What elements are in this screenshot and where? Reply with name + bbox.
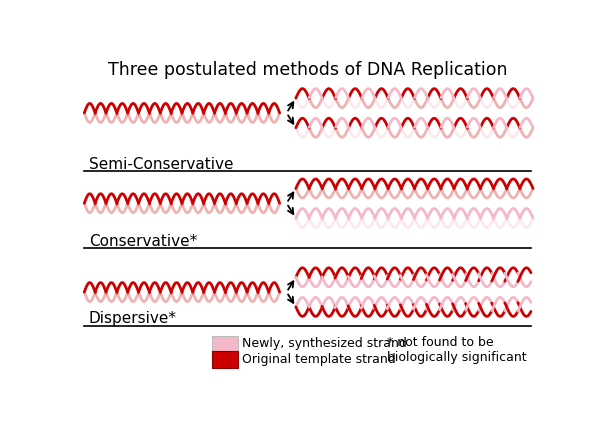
Text: Three postulated methods of DNA Replication: Three postulated methods of DNA Replicat… <box>108 61 507 79</box>
Text: Dispersive*: Dispersive* <box>89 311 177 326</box>
Text: Semi-Conservative: Semi-Conservative <box>89 157 233 172</box>
Bar <box>212 351 238 368</box>
Bar <box>212 336 238 352</box>
Text: Conservative*: Conservative* <box>89 234 197 249</box>
Text: Original template strand: Original template strand <box>242 353 396 366</box>
Text: * not found to be
biologically significant: * not found to be biologically significa… <box>386 336 526 364</box>
Text: Newly, synthesized strand: Newly, synthesized strand <box>242 338 407 350</box>
